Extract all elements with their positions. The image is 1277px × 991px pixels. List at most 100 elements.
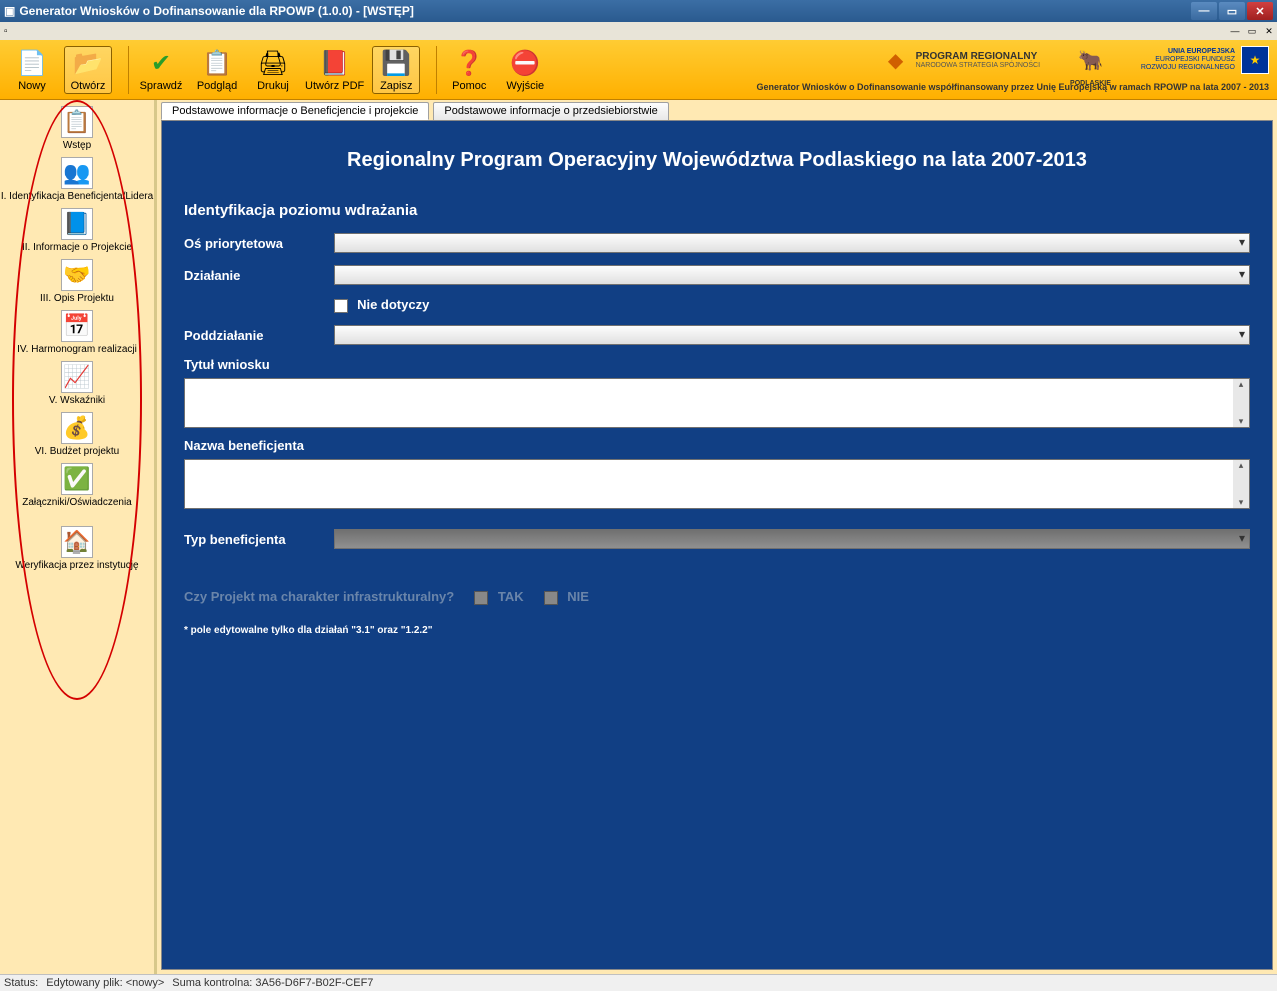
window-title: Generator Wniosków o Dofinansowanie dla …: [19, 4, 414, 18]
combo-os-priorytetowa[interactable]: [334, 233, 1250, 253]
otworz-button[interactable]: 📂 Otwórz: [64, 46, 112, 94]
title-bar: ▣ Generator Wniosków o Dofinansowanie dl…: [0, 0, 1277, 22]
informacje-icon: 📘: [61, 208, 93, 240]
lbl-question: Czy Projekt ma charakter infrastruktural…: [184, 589, 454, 604]
drukuj-button[interactable]: 🖨 Drukuj: [249, 48, 297, 92]
nowy-button[interactable]: 📄 Nowy: [8, 48, 56, 92]
opis-icon: 🤝: [61, 259, 93, 291]
checkbox-tak[interactable]: [474, 591, 488, 605]
row-poddzialanie: Poddziałanie: [184, 325, 1250, 345]
eu-flag-icon: ★: [1241, 46, 1269, 74]
utworzpdf-button[interactable]: 📕 Utwórz PDF: [305, 48, 364, 92]
pr-logo-title: PROGRAM REGIONALNY: [916, 51, 1040, 62]
combo-poddzialanie[interactable]: [334, 325, 1250, 345]
combo-dzialanie[interactable]: [334, 265, 1250, 285]
row-typ: Typ beneficjenta: [184, 529, 1250, 549]
zalaczniki-icon: ✅: [61, 463, 93, 495]
sidebar-item-harmonogram[interactable]: 📅 IV. Harmonogram realizacji: [0, 310, 154, 355]
weryfikacja-label: Weryfikacja przez instytucję: [0, 560, 154, 571]
wskazniki-icon: 📈: [61, 361, 93, 393]
close-button[interactable]: ✕: [1247, 2, 1273, 20]
lbl-dzialanie: Działanie: [184, 268, 334, 283]
pomoc-label: Pomoc: [452, 80, 486, 92]
sidebar-item-weryfikacja[interactable]: 🏠 Weryfikacja przez instytucję: [0, 526, 154, 571]
combo-typ-beneficjenta[interactable]: [334, 529, 1250, 549]
weryfikacja-icon: 🏠: [61, 526, 93, 558]
eu-line3: ROZWOJU REGIONALNEGO: [1141, 64, 1235, 72]
scroll-tytul[interactable]: ▴▾: [1233, 379, 1249, 427]
main-area: Podstawowe informacje o Beneficjencie i …: [154, 100, 1277, 974]
mdi-restore[interactable]: ▭: [1244, 24, 1260, 38]
opis-label: III. Opis Projektu: [0, 293, 154, 304]
lbl-os: Oś priorytetowa: [184, 236, 334, 251]
mdi-minimize[interactable]: —: [1227, 24, 1243, 38]
sidebar-item-informacje[interactable]: 📘 II. Informacje o Projekcie: [0, 208, 154, 253]
checkbox-nie-dotyczy[interactable]: [334, 299, 348, 313]
sidebar: 📋 Wstęp 👥 I. Identyfikacja Beneficjenta/…: [0, 100, 154, 974]
mdi-close[interactable]: ✕: [1261, 24, 1277, 38]
minimize-button[interactable]: —: [1191, 2, 1217, 20]
harmonogram-icon: 📅: [61, 310, 93, 342]
footnote: * pole edytowalne tylko dla działań "3.1…: [184, 625, 1250, 636]
tab1-label: Podstawowe informacje o Beneficjencie i …: [172, 105, 418, 117]
identyfikacja-icon: 👥: [61, 157, 93, 189]
zapisz-label: Zapisz: [380, 80, 412, 92]
zapisz-button[interactable]: 💾 Zapisz: [372, 46, 420, 94]
checkbox-nie[interactable]: [544, 591, 558, 605]
sidebar-item-identyfikacja[interactable]: 👥 I. Identyfikacja Beneficjenta/Lidera: [0, 157, 154, 202]
otworz-label: Otwórz: [71, 80, 106, 92]
form-panel: Regionalny Program Operacyjny Województw…: [161, 120, 1273, 970]
row-os-priorytetowa: Oś priorytetowa: [184, 233, 1250, 253]
logo-program-regionalny: ◆ PROGRAM REGIONALNY NARODOWA STRATEGIA …: [882, 46, 1040, 74]
lbl-nie-dotyczy: Nie dotyczy: [357, 297, 429, 312]
lbl-nie: NIE: [567, 589, 589, 604]
status-label: Status:: [4, 977, 38, 989]
sidebar-item-zalaczniki[interactable]: ✅ Załączniki/Oświadczenia: [0, 463, 154, 508]
tab-beneficjent-projekt[interactable]: Podstawowe informacje o Beneficjencie i …: [161, 102, 429, 120]
sidebar-item-wskazniki[interactable]: 📈 V. Wskaźniki: [0, 361, 154, 406]
lbl-tak: TAK: [498, 589, 524, 604]
status-checksum: Suma kontrolna: 3A56-D6F7-B02F-CEF7: [172, 977, 373, 989]
mdi-icon: ▫: [4, 26, 8, 37]
lbl-tytul: Tytuł wniosku: [184, 357, 1250, 372]
podglad-button[interactable]: 📋 Podgląd: [193, 48, 241, 92]
section-identyfikacja: Identyfikacja poziomu wdrażania: [184, 202, 1250, 219]
check-icon: ✔: [145, 48, 177, 80]
informacje-label: II. Informacje o Projekcie: [0, 242, 154, 253]
workspace: 📋 Wstęp 👥 I. Identyfikacja Beneficjenta/…: [0, 100, 1277, 974]
tabs-container: Podstawowe informacje o Beneficjencie i …: [157, 100, 1277, 120]
lbl-poddzialanie: Poddziałanie: [184, 328, 334, 343]
status-file: Edytowany plik: <nowy>: [46, 977, 164, 989]
app-icon: ▣: [4, 4, 15, 18]
zalaczniki-label: Załączniki/Oświadczenia: [0, 497, 154, 508]
sidebar-item-opis[interactable]: 🤝 III. Opis Projektu: [0, 259, 154, 304]
sidebar-item-wstep[interactable]: 📋 Wstęp: [0, 106, 154, 151]
sidebar-item-budzet[interactable]: 💰 VI. Budżet projektu: [0, 412, 154, 457]
row-nie-dotyczy: Nie dotyczy: [184, 297, 1250, 313]
eu-line2: EUROPEJSKI FUNDUSZ: [1141, 56, 1235, 64]
nowy-label: Nowy: [18, 80, 46, 92]
mdi-bar: ▫ — ▭ ✕: [0, 22, 1277, 40]
pr-logo-sub: NARODOWA STRATEGIA SPÓJNOŚCI: [916, 62, 1040, 69]
textarea-nazwa[interactable]: ▴▾: [184, 459, 1250, 509]
textarea-tytul[interactable]: ▴▾: [184, 378, 1250, 428]
open-icon: 📂: [72, 48, 104, 80]
form-title: Regionalny Program Operacyjny Województw…: [184, 149, 1250, 172]
print-icon: 🖨: [257, 48, 289, 80]
wyjscie-button[interactable]: ⛔ Wyjście: [501, 48, 549, 92]
tab-przedsiebiorstwo[interactable]: Podstawowe informacje o przedsiebiorstwi…: [433, 102, 668, 120]
maximize-button[interactable]: ▭: [1219, 2, 1245, 20]
scroll-nazwa[interactable]: ▴▾: [1233, 460, 1249, 508]
eu-line1: UNIA EUROPEJSKA: [1141, 48, 1235, 56]
sprawdz-button[interactable]: ✔ Sprawdź: [137, 48, 185, 92]
preview-icon: 📋: [201, 48, 233, 80]
podlaskie-icon: 🐂: [1076, 46, 1104, 74]
pdf-icon: 📕: [319, 48, 351, 80]
harmonogram-label: IV. Harmonogram realizacji: [0, 344, 154, 355]
pomoc-button[interactable]: ❓ Pomoc: [445, 48, 493, 92]
wstep-icon: 📋: [61, 106, 93, 138]
exit-icon: ⛔: [509, 48, 541, 80]
logo-eu: UNIA EUROPEJSKA EUROPEJSKI FUNDUSZ ROZWO…: [1141, 46, 1269, 74]
pr-logo-icon: ◆: [882, 46, 910, 74]
identyfikacja-label: I. Identyfikacja Beneficjenta/Lidera: [0, 191, 154, 202]
